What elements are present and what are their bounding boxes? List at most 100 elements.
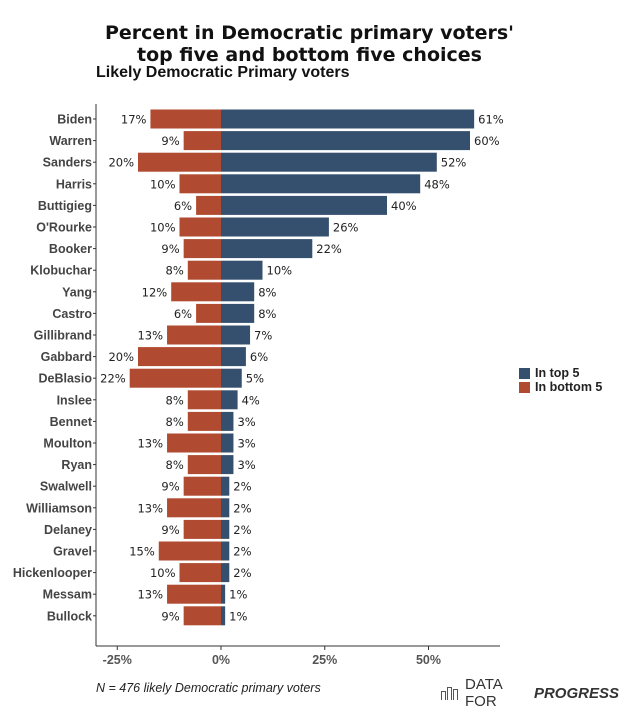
legend-label-top5: In top 5 [535,366,580,380]
category-label-messam: Messam [43,588,92,602]
value-label-top5-hickenlooper: 2% [233,566,251,580]
bar-bottom5-delaney [183,519,221,539]
category-label-biden: Biden [57,113,92,127]
bar-bottom5-hickenlooper [179,563,221,583]
value-label-bottom5-delaney: 9% [161,523,179,537]
bar-top5-bennet [221,411,234,431]
bar-bottom5-harris [179,174,221,194]
value-label-bottom5-hickenlooper: 10% [150,566,176,580]
value-label-bottom5-inslee: 8% [166,393,184,407]
value-label-top5-inslee: 4% [242,393,260,407]
legend-swatch-top5 [519,367,530,379]
category-label-swalwell: Swalwell [40,480,92,494]
chart-subtitle: Likely Democratic Primary voters [96,64,350,81]
value-label-bottom5-harris: 10% [150,177,176,191]
category-label-klobuchar: Klobuchar [30,264,92,278]
bar-top5-ryan [221,455,234,475]
value-label-bottom5-gabbard: 20% [108,350,134,364]
category-label-williamson: Williamson [26,501,92,515]
category-label-warren: Warren [49,134,92,148]
bar-top5-biden [221,109,475,129]
bar-top5-gravel [221,541,230,561]
category-label-booker: Booker [49,242,92,256]
x-tick-label: 25% [312,653,337,667]
legend-swatch-bottom5 [519,381,530,393]
bar-top5-deblasio [221,368,242,388]
chart-legend: In top 5 In bottom 5 [519,366,602,394]
value-label-bottom5-castro: 6% [174,307,192,321]
value-label-top5-bennet: 3% [237,415,255,429]
bar-top5-hickenlooper [221,563,230,583]
category-label-sanders: Sanders [43,156,92,170]
bar-bottom5-moulton [167,433,221,453]
category-label-delaney: Delaney [44,523,92,537]
bar-bottom5-biden [150,109,221,129]
value-label-top5-klobuchar: 10% [267,264,293,278]
bar-top5-orourke [221,217,329,237]
category-label-ryan: Ryan [61,458,92,472]
value-label-top5-harris: 48% [424,177,450,191]
value-label-top5-ryan: 3% [237,458,255,472]
bar-bottom5-buttigieg [196,195,221,215]
chart-title-line1: Percent in Democratic primary voters' [104,22,515,44]
value-label-top5-biden: 61% [478,113,504,127]
value-label-bottom5-ryan: 8% [166,458,184,472]
value-label-bottom5-orourke: 10% [150,221,176,235]
value-label-top5-gabbard: 6% [250,350,268,364]
category-label-bennet: Bennet [50,415,93,429]
bar-top5-gabbard [221,347,246,367]
bar-bottom5-bullock [183,606,221,626]
legend-item-top5: In top 5 [519,366,602,380]
value-label-top5-williamson: 2% [233,501,251,515]
chart-title-line2: top five and bottom five choices [137,44,482,66]
value-label-top5-yang: 8% [258,285,276,299]
bar-chart-icon [441,686,459,700]
value-label-bottom5-warren: 9% [161,134,179,148]
x-tick-label: 50% [416,653,441,667]
bar-top5-messam [221,584,226,604]
value-label-bottom5-yang: 12% [142,285,168,299]
brand-logo: DATA FOR PROGRESS [441,676,619,710]
x-tick-label: -25% [103,653,132,667]
bar-top5-delaney [221,519,230,539]
category-label-orourke: O'Rourke [36,221,92,235]
value-label-bottom5-swalwell: 9% [161,480,179,494]
category-label-harris: Harris [56,177,92,191]
value-label-top5-castro: 8% [258,307,276,321]
bar-bottom5-bennet [187,411,221,431]
bar-bottom5-orourke [179,217,221,237]
value-label-top5-bullock: 1% [229,609,247,623]
bar-top5-sanders [221,152,437,172]
bar-bottom5-williamson [167,498,221,518]
bar-top5-booker [221,239,313,259]
value-label-bottom5-gillibrand: 13% [137,329,163,343]
bar-top5-gillibrand [221,325,251,345]
value-label-bottom5-moulton: 13% [137,437,163,451]
brand-suffix: PROGRESS [533,684,619,702]
value-label-bottom5-buttigieg: 6% [174,199,192,213]
value-label-bottom5-bullock: 9% [161,609,179,623]
bar-bottom5-klobuchar [187,260,221,280]
bar-top5-yang [221,282,255,302]
value-label-top5-booker: 22% [316,242,342,256]
bar-top5-warren [221,131,470,151]
value-label-bottom5-deblasio: 22% [100,372,126,386]
value-label-top5-moulton: 3% [237,437,255,451]
bar-bottom5-gillibrand [167,325,221,345]
bar-bottom5-inslee [187,390,221,410]
bar-top5-harris [221,174,421,194]
bar-bottom5-messam [167,584,221,604]
bar-top5-bullock [221,606,226,626]
value-label-bottom5-booker: 9% [161,242,179,256]
category-label-buttigieg: Buttigieg [38,199,92,213]
bar-top5-williamson [221,498,230,518]
value-label-top5-gillibrand: 7% [254,329,272,343]
value-label-top5-deblasio: 5% [246,372,264,386]
bar-top5-castro [221,303,255,323]
legend-label-bottom5: In bottom 5 [535,380,603,394]
category-label-bullock: Bullock [47,609,92,623]
legend-item-bottom5: In bottom 5 [519,380,602,394]
bar-top5-buttigieg [221,195,387,215]
bar-bottom5-ryan [187,455,221,475]
bar-bottom5-deblasio [129,368,221,388]
